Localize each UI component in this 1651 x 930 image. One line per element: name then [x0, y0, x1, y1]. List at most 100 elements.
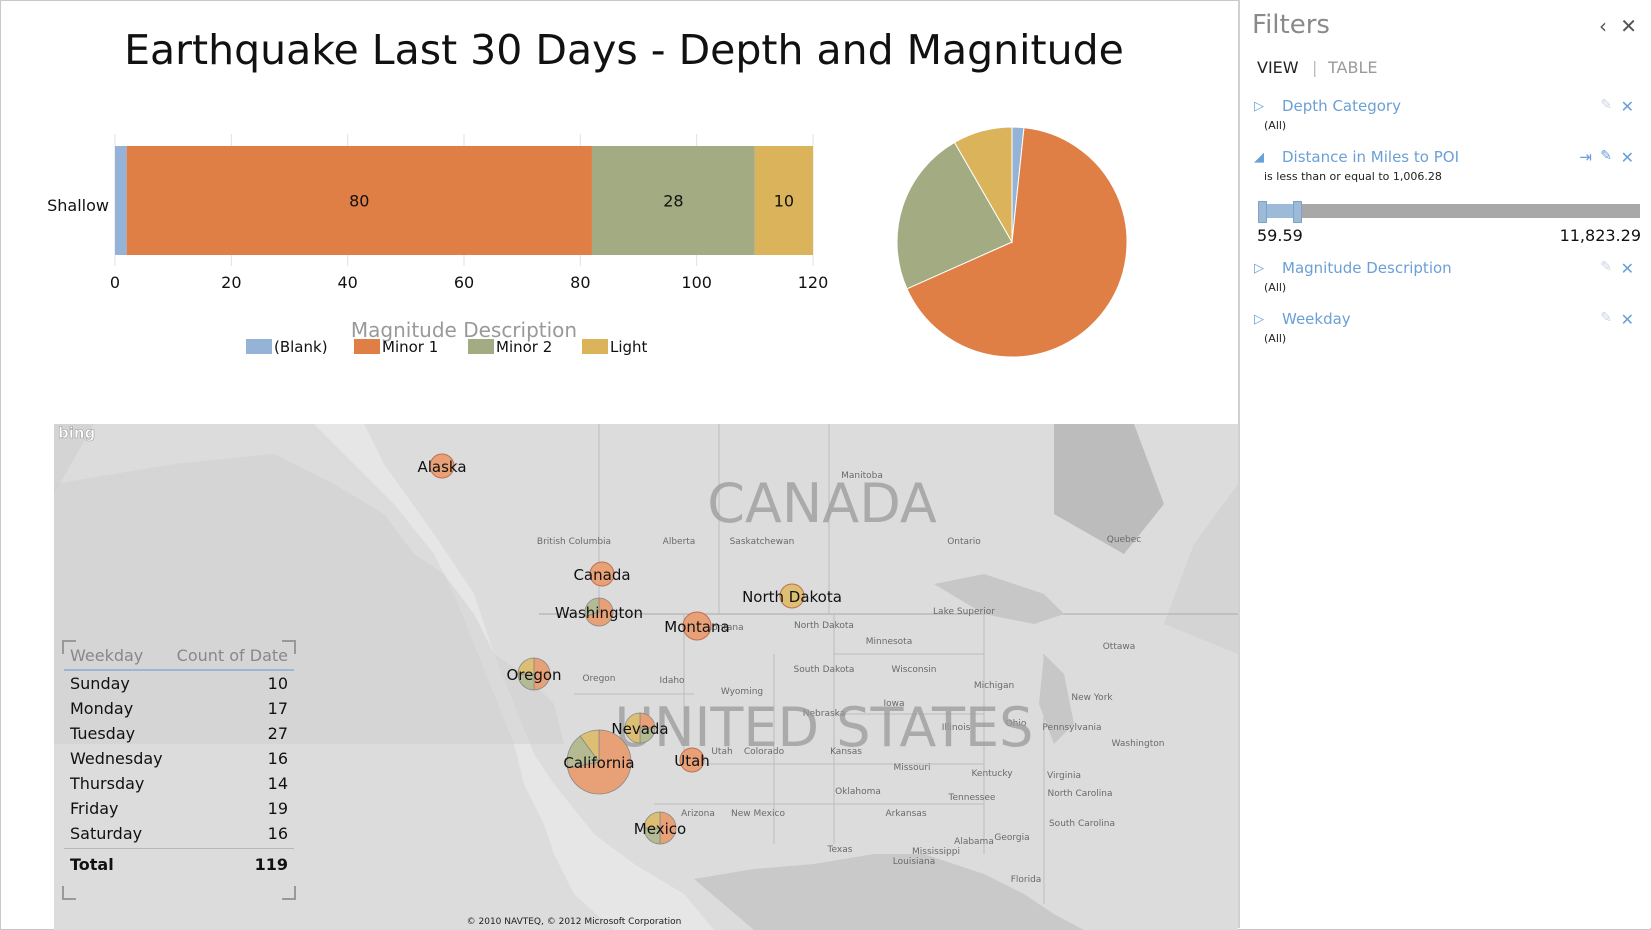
- map-bubble[interactable]: Washington: [555, 597, 643, 627]
- chevron-left-icon[interactable]: ‹: [1599, 14, 1607, 38]
- bubble-slice: [533, 657, 551, 691]
- legend-item[interactable]: (Blank): [246, 338, 328, 356]
- map-location-label: North Dakota: [742, 588, 842, 606]
- map-region-label: South Dakota: [794, 665, 855, 675]
- map-bubble[interactable]: Utah: [674, 747, 710, 773]
- map-region-label: North Dakota: [794, 621, 854, 631]
- close-icon[interactable]: ✕: [1620, 259, 1634, 278]
- expand-icon[interactable]: ▷: [1254, 99, 1264, 114]
- table-total-label: Total: [70, 855, 114, 874]
- table-row[interactable]: Sunday 10: [64, 671, 294, 696]
- table-row[interactable]: Tuesday 27: [64, 721, 294, 746]
- legend-swatch: [354, 339, 380, 354]
- legend-label: Minor 1: [382, 338, 438, 356]
- table-row[interactable]: Saturday 16: [64, 821, 294, 846]
- map-region-label: Florida: [1011, 875, 1042, 885]
- table-corner-bl: [62, 886, 76, 900]
- map-bubble[interactable]: Alaska: [417, 453, 467, 479]
- map-region-label: Alberta: [663, 537, 696, 547]
- tab-view[interactable]: VIEW: [1257, 58, 1299, 77]
- map-region-label: Lake Superior: [933, 607, 995, 617]
- table-header[interactable]: Weekday Count of Date: [64, 644, 294, 671]
- table-header-weekday[interactable]: Weekday: [70, 646, 144, 665]
- bubble-slice: [579, 729, 600, 764]
- bar-chart-segments[interactable]: 2802810: [115, 146, 813, 255]
- eraser-icon[interactable]: ✎: [1600, 259, 1612, 275]
- map-location-label: Utah: [674, 752, 710, 770]
- filter-name[interactable]: Magnitude Description: [1282, 259, 1452, 277]
- map-location-label: California: [563, 754, 634, 772]
- table-row[interactable]: Wednesday 16: [64, 746, 294, 771]
- map-bubble[interactable]: Oregon: [506, 657, 562, 691]
- eraser-icon[interactable]: ✎: [1600, 97, 1612, 113]
- table-total-row[interactable]: Total 119: [64, 848, 294, 877]
- pie-slice[interactable]: [896, 141, 1013, 290]
- bar-segment[interactable]: [126, 146, 592, 255]
- map-region-labels: Manitoba British Columbia Alberta Saskatche…: [537, 471, 1165, 885]
- map-region-label: Arkansas: [885, 809, 926, 819]
- legend-label: Minor 2: [496, 338, 552, 356]
- legend-item[interactable]: Minor 1: [354, 338, 438, 356]
- map-region-label: Nebraska: [803, 709, 845, 719]
- map-region-label: Utah: [711, 747, 732, 757]
- map-region-label: Washington: [1112, 739, 1165, 749]
- legend-label: (Blank): [274, 338, 328, 356]
- slider-handle-min[interactable]: [1258, 201, 1267, 223]
- table-header-count[interactable]: Count of Date: [176, 646, 288, 665]
- bar-segment[interactable]: [591, 146, 755, 255]
- table-row[interactable]: Monday 17: [64, 696, 294, 721]
- legend-title: Magnitude Description: [351, 318, 577, 342]
- map-bubble[interactable]: California: [563, 729, 635, 795]
- pie-slice[interactable]: [906, 127, 1128, 358]
- legend-swatch: [468, 339, 494, 354]
- pie-chart[interactable]: [896, 126, 1128, 358]
- filter-name[interactable]: Distance in Miles to POI: [1282, 148, 1459, 166]
- legend-item[interactable]: Light: [582, 338, 648, 356]
- map-region-label: Quebec: [1107, 535, 1142, 545]
- bar-segment[interactable]: [754, 146, 813, 255]
- close-icon[interactable]: ✕: [1620, 14, 1637, 38]
- map-view[interactable]: Manitoba British Columbia Alberta Saskatche…: [54, 424, 1238, 930]
- map-bubble[interactable]: Canada: [573, 561, 631, 587]
- map-region-label: Wyoming: [721, 687, 763, 697]
- table-row[interactable]: Thursday 14: [64, 771, 294, 796]
- close-icon[interactable]: ✕: [1620, 97, 1634, 116]
- map-bubble[interactable]: Mexico: [634, 811, 686, 845]
- expand-icon[interactable]: ▷: [1254, 312, 1264, 327]
- map-bubbles[interactable]: Alaska Canada Washington Montana North Dakot…: [417, 453, 842, 845]
- close-icon[interactable]: ✕: [1620, 310, 1634, 329]
- table-cell: 16: [267, 824, 288, 843]
- map-location-label: Nevada: [611, 720, 668, 738]
- table-cell: 14: [267, 774, 288, 793]
- tab-table[interactable]: TABLE: [1328, 58, 1378, 77]
- map-region-label: Montana: [704, 623, 743, 633]
- legend-item[interactable]: Minor 2: [468, 338, 552, 356]
- collapse-icon[interactable]: ◢: [1254, 150, 1264, 165]
- table-cell: Wednesday: [70, 749, 163, 768]
- map-bubble[interactable]: Montana: [664, 611, 730, 641]
- map-region-label: British Columbia: [537, 537, 611, 547]
- filter-name[interactable]: Depth Category: [1282, 97, 1401, 115]
- x-tick-label: 120: [798, 273, 829, 292]
- pie-slice[interactable]: [953, 126, 1013, 244]
- filter-name[interactable]: Weekday: [1282, 310, 1351, 328]
- map-region-label: Georgia: [994, 833, 1029, 843]
- table-cell: Tuesday: [70, 724, 136, 743]
- slider-handle-max[interactable]: [1293, 201, 1302, 223]
- eraser-icon[interactable]: ✎: [1600, 310, 1612, 326]
- expand-icon[interactable]: ▷: [1254, 261, 1264, 276]
- close-icon[interactable]: ✕: [1620, 148, 1634, 167]
- map-bubble[interactable]: North Dakota: [742, 583, 842, 609]
- bar-chart-legend[interactable]: (Blank) Minor 1 Minor 2 Light: [246, 338, 648, 356]
- weekday-table[interactable]: Weekday Count of Date Sunday 10 Monday 17 …: [64, 644, 294, 877]
- map-region-label: New York: [1071, 693, 1113, 703]
- distance-slider[interactable]: [1258, 201, 1640, 223]
- table-row[interactable]: Friday 19: [64, 796, 294, 821]
- bar-segment[interactable]: [115, 146, 127, 255]
- go-to-icon[interactable]: ⇥: [1579, 148, 1592, 166]
- map-region-label: Illinois: [942, 723, 971, 733]
- map-canvas[interactable]: Manitoba British Columbia Alberta Saskatche…: [54, 424, 1238, 930]
- map-bubble[interactable]: Nevada: [611, 712, 669, 744]
- eraser-icon[interactable]: ✎: [1600, 148, 1612, 164]
